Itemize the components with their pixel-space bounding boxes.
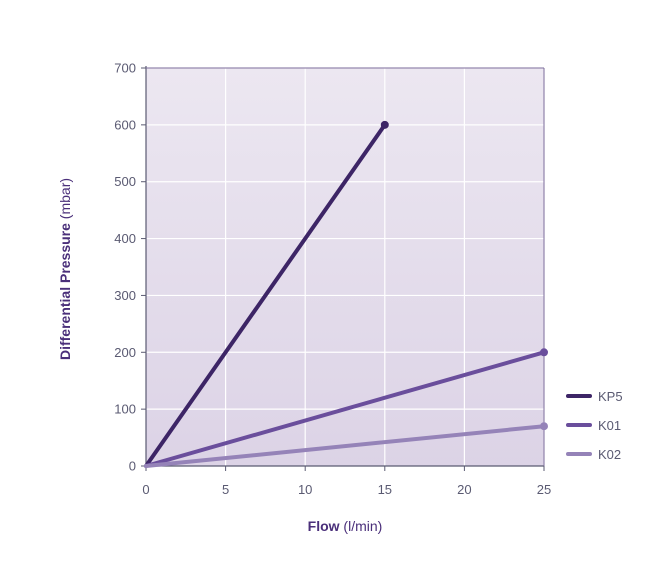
y-axis-label: Differential Pressure (mbar) (57, 178, 73, 360)
x-tick-label: 5 (222, 482, 229, 497)
axes (141, 66, 545, 471)
legend-label-k01: K01 (598, 418, 621, 433)
y-axis-label-main: Differential Pressure (57, 223, 73, 360)
legend: KP5 K01 K02 (566, 389, 623, 462)
data-series (144, 120, 548, 468)
x-axis-label-main: Flow (308, 518, 340, 534)
series-endpoint-k01 (540, 348, 548, 357)
y-tick-label: 0 (129, 459, 136, 474)
y-tick-label: 300 (114, 288, 136, 303)
x-tick-label: 0 (142, 482, 149, 497)
y-axis-label-unit: (mbar) (57, 178, 73, 223)
x-tick-label: 25 (537, 482, 551, 497)
legend-label-k02: K02 (598, 447, 621, 462)
series-line-k02 (144, 424, 546, 468)
x-axis-label: Flow (l/min) (308, 518, 383, 534)
x-tick-labels: 0 5 10 15 20 25 (142, 482, 551, 497)
series-endpoint-k02 (540, 422, 548, 431)
series-line-kp5 (144, 122, 387, 468)
x-axis-label-unit: (l/min) (340, 518, 383, 534)
x-tick-label: 20 (457, 482, 471, 497)
x-tick-label: 10 (298, 482, 312, 497)
y-tick-label: 500 (114, 174, 136, 189)
plot-background (146, 68, 544, 466)
series-line-k01 (144, 350, 546, 468)
y-tick-label: 200 (114, 345, 136, 360)
y-tick-labels: 0 100 200 300 400 500 600 700 (114, 61, 136, 474)
y-tick-label: 600 (114, 117, 136, 132)
x-tick-label: 15 (378, 482, 392, 497)
series-endpoint-kp5 (380, 120, 389, 129)
y-tick-label: 100 (114, 402, 136, 417)
y-tick-label: 700 (114, 61, 136, 76)
legend-label-kp5: KP5 (598, 389, 623, 404)
y-tick-label: 400 (114, 231, 136, 246)
